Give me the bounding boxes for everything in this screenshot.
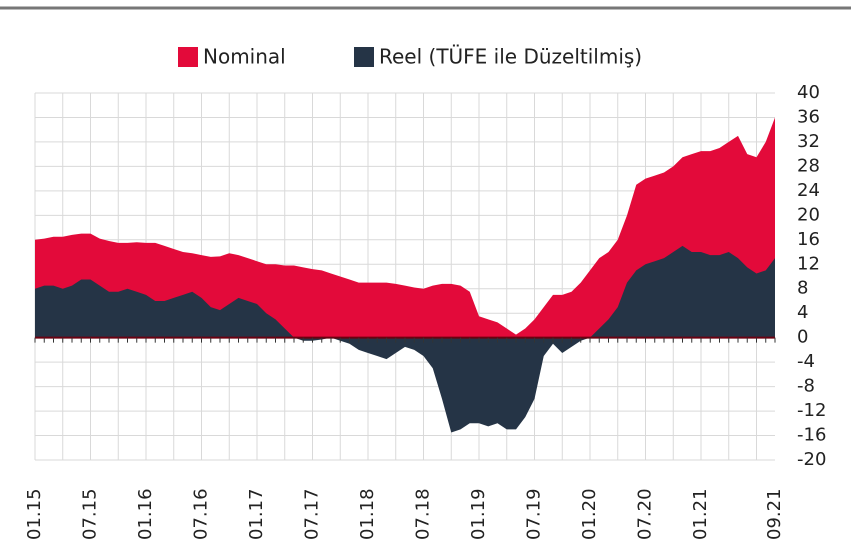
y-tick-label: 36: [797, 106, 820, 127]
y-tick-label: 32: [797, 131, 820, 152]
y-tick-label: 40: [797, 82, 820, 103]
y-tick-label: -16: [797, 425, 826, 446]
legend-label: Reel (TÜFE ile Düzeltilmiş): [379, 45, 642, 69]
legend-swatch: [178, 47, 198, 67]
legend: Nominal Reel (TÜFE ile Düzeltilmiş): [178, 45, 642, 69]
x-tick-label: 07.20: [635, 488, 656, 540]
x-tick-label: 09.21: [764, 488, 785, 540]
y-tick-label: -12: [797, 400, 826, 421]
x-tick-label: 07.15: [80, 488, 101, 540]
x-tick-label: 01.17: [246, 488, 267, 540]
x-tick-label: 07.16: [191, 488, 212, 540]
y-tick-label: -4: [797, 351, 815, 372]
x-tick-label: 07.19: [524, 488, 545, 540]
y-tick-label: 12: [797, 253, 820, 274]
y-tick-label: 16: [797, 229, 820, 250]
y-tick-label: 24: [797, 180, 820, 201]
y-tick-label: 8: [797, 278, 808, 299]
y-tick-label: 0: [797, 327, 808, 348]
x-tick-label: 07.18: [413, 488, 434, 540]
x-tick-label: 01.19: [468, 488, 489, 540]
area: [35, 117, 775, 338]
x-tick-label: 01.15: [24, 488, 45, 540]
x-tick-label: 01.18: [357, 488, 378, 540]
x-tick-label: 01.16: [135, 488, 156, 540]
y-tick-label: 28: [797, 155, 820, 176]
x-tick-label: 07.17: [302, 488, 323, 540]
x-tick-label: 01.21: [690, 488, 711, 540]
y-tick-label: -8: [797, 376, 815, 397]
y-tick-label: -20: [797, 449, 826, 470]
y-tick-label: 4: [797, 302, 808, 323]
y-tick-label: 20: [797, 204, 820, 225]
legend-label: Nominal: [203, 45, 286, 69]
legend-swatch: [354, 47, 374, 67]
x-tick-label: 01.20: [579, 488, 600, 540]
